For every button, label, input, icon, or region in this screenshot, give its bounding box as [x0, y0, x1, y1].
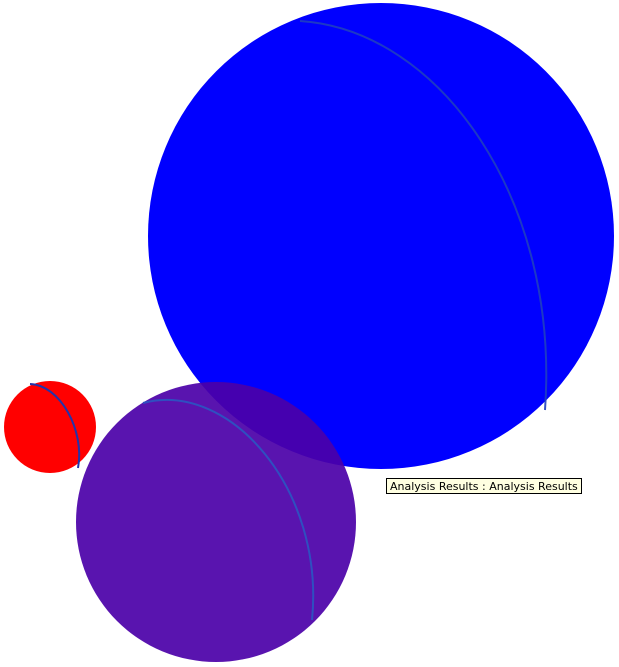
small-red-sphere[interactable] [4, 381, 96, 473]
purple-sphere[interactable] [76, 382, 356, 662]
analysis-results-tooltip: Analysis Results : Analysis Results [386, 478, 582, 494]
large-blue-sphere[interactable] [148, 3, 614, 469]
